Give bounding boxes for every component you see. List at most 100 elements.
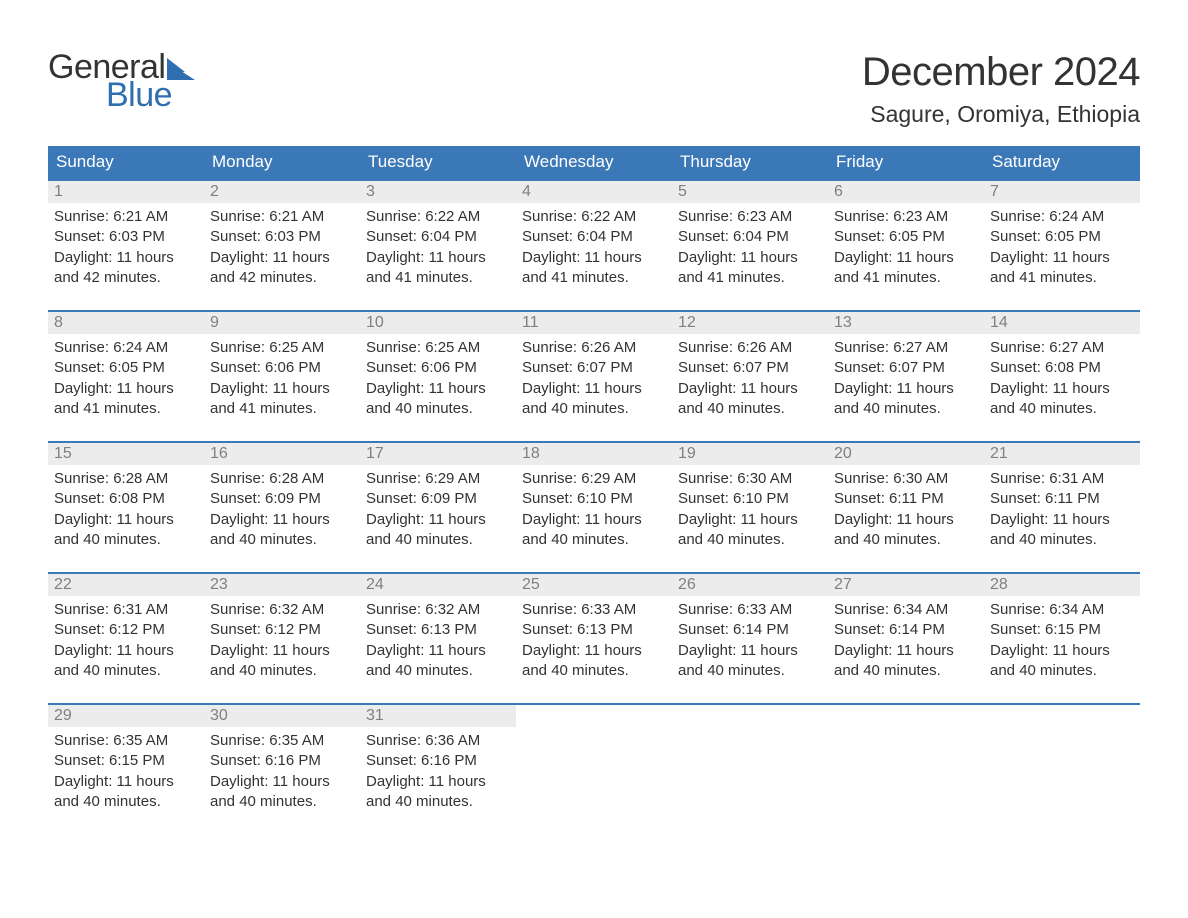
day-content-row: Sunrise: 6:31 AMSunset: 6:12 PMDaylight:… <box>48 596 1140 685</box>
day-cell: Sunrise: 6:30 AMSunset: 6:11 PMDaylight:… <box>828 465 984 554</box>
sunset-text: Sunset: 6:15 PM <box>54 751 198 771</box>
sunset-text: Sunset: 6:08 PM <box>990 358 1134 378</box>
day-number: 10 <box>360 312 516 334</box>
sunset-text: Sunset: 6:09 PM <box>210 489 354 509</box>
day-number: 8 <box>48 312 204 334</box>
daylight-line2: and 41 minutes. <box>522 268 666 288</box>
daylight-line2: and 40 minutes. <box>210 530 354 550</box>
sunset-text: Sunset: 6:14 PM <box>678 620 822 640</box>
day-number: 21 <box>984 443 1140 465</box>
day-cell: Sunrise: 6:23 AMSunset: 6:04 PMDaylight:… <box>672 203 828 292</box>
day-number <box>984 705 1140 727</box>
title-block: December 2024 Sagure, Oromiya, Ethiopia <box>862 50 1140 128</box>
day-cell: Sunrise: 6:31 AMSunset: 6:12 PMDaylight:… <box>48 596 204 685</box>
week-row: 891011121314Sunrise: 6:24 AMSunset: 6:05… <box>48 310 1140 423</box>
daylight-line1: Daylight: 11 hours <box>990 510 1134 530</box>
day-cell: Sunrise: 6:27 AMSunset: 6:07 PMDaylight:… <box>828 334 984 423</box>
daylight-line2: and 42 minutes. <box>210 268 354 288</box>
sunrise-text: Sunrise: 6:24 AM <box>54 338 198 358</box>
daylight-line2: and 40 minutes. <box>834 399 978 419</box>
day-cell: Sunrise: 6:35 AMSunset: 6:16 PMDaylight:… <box>204 727 360 816</box>
sunset-text: Sunset: 6:15 PM <box>990 620 1134 640</box>
daylight-line1: Daylight: 11 hours <box>210 379 354 399</box>
day-number-row: 15161718192021 <box>48 443 1140 465</box>
sunrise-text: Sunrise: 6:30 AM <box>678 469 822 489</box>
day-cell: Sunrise: 6:28 AMSunset: 6:09 PMDaylight:… <box>204 465 360 554</box>
sunrise-text: Sunrise: 6:32 AM <box>210 600 354 620</box>
daylight-line1: Daylight: 11 hours <box>678 510 822 530</box>
daylight-line1: Daylight: 11 hours <box>54 772 198 792</box>
daylight-line1: Daylight: 11 hours <box>210 248 354 268</box>
sunrise-text: Sunrise: 6:31 AM <box>54 600 198 620</box>
daylight-line2: and 40 minutes. <box>366 399 510 419</box>
daylight-line1: Daylight: 11 hours <box>366 772 510 792</box>
daylight-line1: Daylight: 11 hours <box>990 641 1134 661</box>
sunrise-text: Sunrise: 6:24 AM <box>990 207 1134 227</box>
daylight-line2: and 40 minutes. <box>54 661 198 681</box>
day-number: 6 <box>828 181 984 203</box>
day-number: 7 <box>984 181 1140 203</box>
day-content-row: Sunrise: 6:21 AMSunset: 6:03 PMDaylight:… <box>48 203 1140 292</box>
day-cell: Sunrise: 6:22 AMSunset: 6:04 PMDaylight:… <box>360 203 516 292</box>
sunrise-text: Sunrise: 6:25 AM <box>210 338 354 358</box>
sunrise-text: Sunrise: 6:34 AM <box>834 600 978 620</box>
daylight-line1: Daylight: 11 hours <box>834 510 978 530</box>
day-cell <box>672 727 828 816</box>
sunrise-text: Sunrise: 6:30 AM <box>834 469 978 489</box>
day-number: 28 <box>984 574 1140 596</box>
dow-thursday: Thursday <box>672 146 828 179</box>
daylight-line1: Daylight: 11 hours <box>210 641 354 661</box>
day-cell: Sunrise: 6:33 AMSunset: 6:13 PMDaylight:… <box>516 596 672 685</box>
daylight-line1: Daylight: 11 hours <box>834 248 978 268</box>
sunrise-text: Sunrise: 6:35 AM <box>210 731 354 751</box>
page: General Blue December 2024 Sagure, Oromi… <box>0 0 1188 874</box>
sunrise-text: Sunrise: 6:27 AM <box>834 338 978 358</box>
week-row: 15161718192021Sunrise: 6:28 AMSunset: 6:… <box>48 441 1140 554</box>
sunset-text: Sunset: 6:07 PM <box>834 358 978 378</box>
sunset-text: Sunset: 6:16 PM <box>366 751 510 771</box>
sunrise-text: Sunrise: 6:36 AM <box>366 731 510 751</box>
sunset-text: Sunset: 6:13 PM <box>522 620 666 640</box>
calendar: Sunday Monday Tuesday Wednesday Thursday… <box>48 146 1140 816</box>
day-cell: Sunrise: 6:34 AMSunset: 6:14 PMDaylight:… <box>828 596 984 685</box>
daylight-line2: and 40 minutes. <box>990 399 1134 419</box>
daylight-line1: Daylight: 11 hours <box>366 379 510 399</box>
sunrise-text: Sunrise: 6:35 AM <box>54 731 198 751</box>
dow-tuesday: Tuesday <box>360 146 516 179</box>
day-number: 1 <box>48 181 204 203</box>
sunset-text: Sunset: 6:09 PM <box>366 489 510 509</box>
daylight-line2: and 41 minutes. <box>678 268 822 288</box>
sunset-text: Sunset: 6:05 PM <box>834 227 978 247</box>
day-number: 12 <box>672 312 828 334</box>
day-cell: Sunrise: 6:27 AMSunset: 6:08 PMDaylight:… <box>984 334 1140 423</box>
day-cell: Sunrise: 6:28 AMSunset: 6:08 PMDaylight:… <box>48 465 204 554</box>
day-number: 22 <box>48 574 204 596</box>
day-cell: Sunrise: 6:26 AMSunset: 6:07 PMDaylight:… <box>672 334 828 423</box>
dow-friday: Friday <box>828 146 984 179</box>
daylight-line2: and 40 minutes. <box>210 661 354 681</box>
sunrise-text: Sunrise: 6:33 AM <box>678 600 822 620</box>
sunset-text: Sunset: 6:06 PM <box>210 358 354 378</box>
day-cell: Sunrise: 6:24 AMSunset: 6:05 PMDaylight:… <box>984 203 1140 292</box>
sunrise-text: Sunrise: 6:32 AM <box>366 600 510 620</box>
day-number: 17 <box>360 443 516 465</box>
brand-part2: Blue <box>106 78 195 112</box>
daylight-line2: and 41 minutes. <box>990 268 1134 288</box>
daylight-line1: Daylight: 11 hours <box>678 248 822 268</box>
daylight-line1: Daylight: 11 hours <box>990 379 1134 399</box>
week-row: 22232425262728Sunrise: 6:31 AMSunset: 6:… <box>48 572 1140 685</box>
day-number: 5 <box>672 181 828 203</box>
daylight-line2: and 40 minutes. <box>834 661 978 681</box>
daylight-line1: Daylight: 11 hours <box>54 641 198 661</box>
daylight-line1: Daylight: 11 hours <box>834 379 978 399</box>
daylight-line1: Daylight: 11 hours <box>522 641 666 661</box>
day-number: 18 <box>516 443 672 465</box>
sunset-text: Sunset: 6:11 PM <box>990 489 1134 509</box>
daylight-line1: Daylight: 11 hours <box>54 379 198 399</box>
daylight-line1: Daylight: 11 hours <box>990 248 1134 268</box>
daylight-line2: and 40 minutes. <box>54 530 198 550</box>
sunset-text: Sunset: 6:04 PM <box>366 227 510 247</box>
day-content-row: Sunrise: 6:24 AMSunset: 6:05 PMDaylight:… <box>48 334 1140 423</box>
day-number: 3 <box>360 181 516 203</box>
daylight-line1: Daylight: 11 hours <box>210 510 354 530</box>
